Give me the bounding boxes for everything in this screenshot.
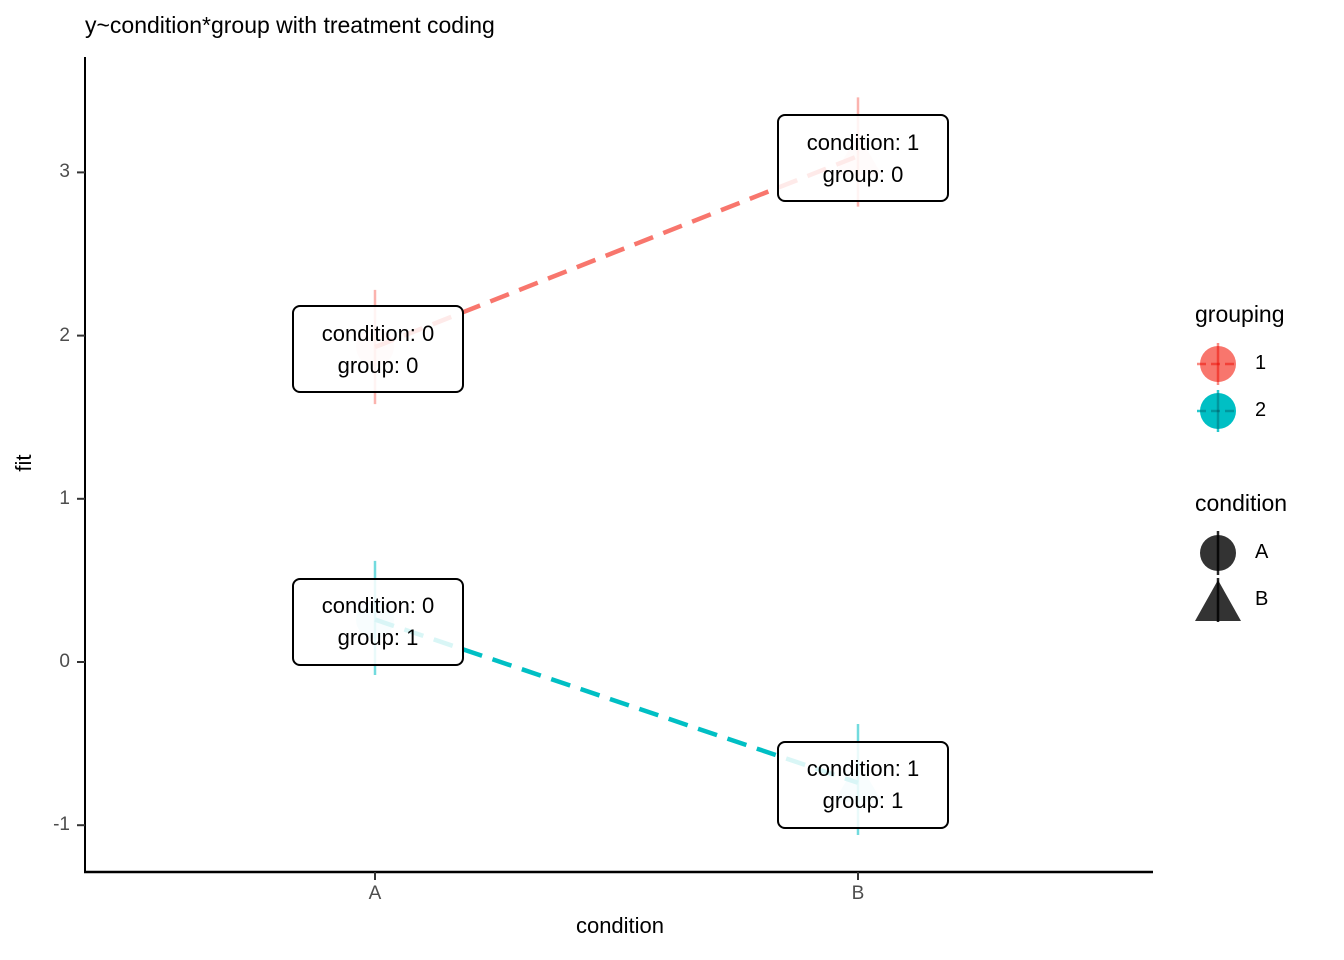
x-tick-label-A: A <box>368 883 382 904</box>
y-tick-label: 2 <box>59 325 70 346</box>
y-tick-label: 1 <box>59 488 70 509</box>
trend-line <box>374 153 859 350</box>
point-label-line2: group: 1 <box>337 625 419 651</box>
legend-title-condition: condition <box>1195 490 1288 516</box>
legend-label: 2 <box>1255 399 1267 421</box>
legend-item-condition-B: B <box>1195 576 1287 623</box>
y-tick-label: 0 <box>59 651 70 672</box>
y-tick-label: -1 <box>53 814 70 835</box>
condition-A-circle-icon <box>1200 530 1236 575</box>
point-label-box-cond1-group1: condition: 1 group: 1 <box>777 740 949 829</box>
legend-title-grouping: grouping <box>1195 301 1285 327</box>
legend-item-condition-A: A <box>1195 529 1287 576</box>
point-label-box-cond1-group0: condition: 1 group: 0 <box>777 114 949 203</box>
legend: grouping 1 2 condition A <box>1195 301 1287 623</box>
grouping-1-key-icon <box>1197 342 1239 385</box>
point-label-line1: condition: 0 <box>321 593 435 619</box>
point-label-line2: group: 0 <box>822 161 904 187</box>
trend-line <box>374 617 859 785</box>
point-label-line1: condition: 1 <box>806 129 920 155</box>
legend-label: A <box>1255 541 1269 563</box>
x-tick-label-B: B <box>851 883 865 904</box>
condition-B-triangle-icon <box>1195 577 1241 622</box>
point-label-line1: condition: 1 <box>806 756 920 782</box>
legend-item-grouping-1: 1 <box>1195 340 1287 387</box>
y-tick-label: 3 <box>59 161 70 182</box>
y-axis-title: fit <box>11 454 36 472</box>
point-label-box-cond0-group1: condition: 0 group: 1 <box>292 577 464 666</box>
point-label-box-cond0-group0: condition: 0 group: 0 <box>292 305 464 394</box>
plot-title: y~condition*group with treatment coding <box>85 12 495 38</box>
point-label-line1: condition: 0 <box>321 320 435 346</box>
legend-item-grouping-2: 2 <box>1195 387 1287 434</box>
legend-label: B <box>1255 588 1269 610</box>
point-label-line2: group: 0 <box>337 352 419 378</box>
point-label-line2: group: 1 <box>822 788 904 814</box>
x-axis-title: condition <box>575 913 665 938</box>
grouping-2-key-icon <box>1197 389 1239 432</box>
legend-label: 1 <box>1255 352 1267 374</box>
